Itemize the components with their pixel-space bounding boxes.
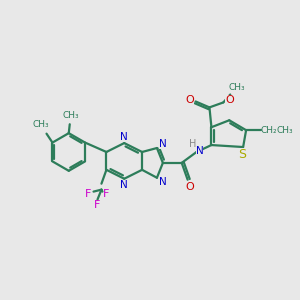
Text: CH₃: CH₃ xyxy=(32,120,49,129)
Text: O: O xyxy=(185,182,194,192)
Text: F: F xyxy=(84,189,91,199)
Text: O: O xyxy=(185,95,194,106)
Text: S: S xyxy=(238,148,246,161)
Text: N: N xyxy=(120,180,128,190)
Text: N: N xyxy=(159,177,167,187)
Text: CH₃: CH₃ xyxy=(276,126,293,135)
Text: N: N xyxy=(159,139,167,149)
Text: H: H xyxy=(189,139,196,149)
Text: F: F xyxy=(103,189,110,199)
Text: CH₃: CH₃ xyxy=(229,83,245,92)
Text: N: N xyxy=(120,132,128,142)
Text: CH₃: CH₃ xyxy=(62,111,79,120)
Text: O: O xyxy=(225,95,234,106)
Text: F: F xyxy=(94,200,101,211)
Text: N: N xyxy=(196,146,203,156)
Text: CH₂: CH₂ xyxy=(261,126,277,135)
